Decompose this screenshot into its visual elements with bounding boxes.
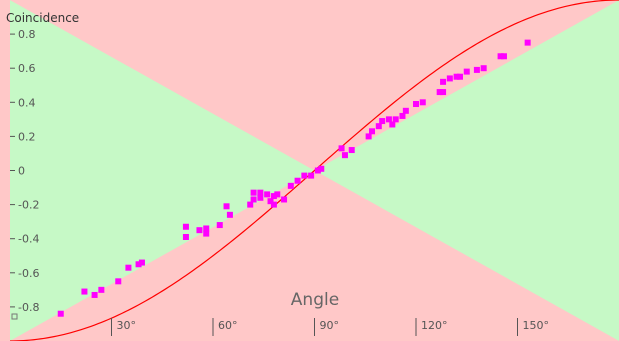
data-point — [456, 73, 463, 80]
data-point — [267, 198, 274, 205]
data-point — [287, 182, 294, 189]
data-point — [497, 53, 504, 60]
y-tick-label: -0.4 — [18, 233, 39, 246]
data-point — [115, 278, 122, 285]
data-point — [399, 112, 406, 119]
x-tick-label: 150° — [523, 319, 550, 332]
data-point — [419, 99, 426, 106]
data-point — [338, 145, 345, 152]
x-axis-label: Angle — [291, 290, 339, 310]
x-tick-label: 120° — [421, 319, 448, 332]
data-point — [203, 225, 210, 232]
data-point — [318, 165, 325, 172]
data-point — [375, 123, 382, 130]
data-point — [247, 201, 254, 208]
axes-layer: 0.8 0.6 0.4 0.2 0 -0.2 -0.4 -0.6 -0.8 30° 60° 90° 12… — [10, 28, 549, 336]
data-point — [274, 191, 281, 198]
data-point — [348, 147, 355, 154]
data-point — [385, 116, 392, 123]
y-tick-label: -0.6 — [18, 267, 39, 280]
data-point — [135, 261, 142, 268]
data-point — [216, 222, 223, 229]
data-point — [182, 233, 189, 240]
y-tick-label: 0.6 — [18, 62, 36, 75]
data-point — [440, 89, 447, 96]
data-point — [281, 196, 288, 203]
data-point — [365, 133, 372, 140]
data-point — [341, 152, 348, 159]
disagree-region-bottom — [10, 170, 619, 341]
x-tick-label: 60° — [218, 319, 238, 332]
data-point — [264, 191, 271, 198]
data-point — [226, 211, 233, 218]
data-point — [250, 196, 257, 203]
data-point — [91, 291, 98, 298]
data-point — [369, 128, 376, 135]
data-point — [257, 194, 264, 201]
y-tick-label: 0 — [18, 165, 25, 178]
agree-region-right — [314, 0, 619, 341]
data-point — [402, 107, 409, 114]
data-point — [257, 189, 264, 196]
y-tick-label: 0.2 — [18, 130, 36, 143]
data-point — [413, 101, 419, 108]
data-point — [480, 65, 487, 72]
y-tick-label: -0.2 — [18, 199, 39, 212]
data-point — [57, 310, 64, 317]
data-point — [389, 121, 396, 128]
data-point — [196, 227, 203, 234]
data-point — [524, 39, 531, 46]
data-point — [98, 286, 105, 293]
data-point — [308, 172, 315, 179]
data-point — [301, 172, 308, 179]
agree-region-left — [10, 0, 315, 341]
data-point — [473, 66, 480, 73]
data-point — [436, 89, 443, 96]
data-point — [500, 53, 507, 60]
data-point — [314, 167, 321, 174]
data-point — [138, 259, 145, 266]
y-tick-label: 0.8 — [18, 28, 36, 41]
origin-marker — [11, 313, 18, 320]
data-point — [250, 189, 257, 196]
data-point — [223, 203, 230, 210]
data-point — [270, 193, 277, 200]
data-point — [81, 288, 88, 295]
data-point — [294, 177, 301, 184]
y-tick-label: -0.8 — [18, 301, 39, 314]
data-point — [270, 201, 277, 208]
y-axis-label: Coincidence — [6, 11, 79, 25]
data-point — [182, 223, 189, 230]
x-tick-label: 90° — [320, 319, 340, 332]
data-point — [203, 230, 210, 237]
data-point — [463, 68, 470, 75]
y-tick-label: 0.4 — [18, 96, 36, 109]
data-point — [392, 116, 399, 123]
disagree-region-top — [10, 0, 619, 171]
data-point — [125, 264, 132, 271]
data-point — [440, 78, 447, 85]
data-points-layer — [57, 39, 531, 317]
data-point — [446, 75, 453, 82]
x-tick-label: 30° — [117, 319, 137, 332]
data-point — [453, 73, 460, 80]
data-point — [379, 118, 386, 125]
